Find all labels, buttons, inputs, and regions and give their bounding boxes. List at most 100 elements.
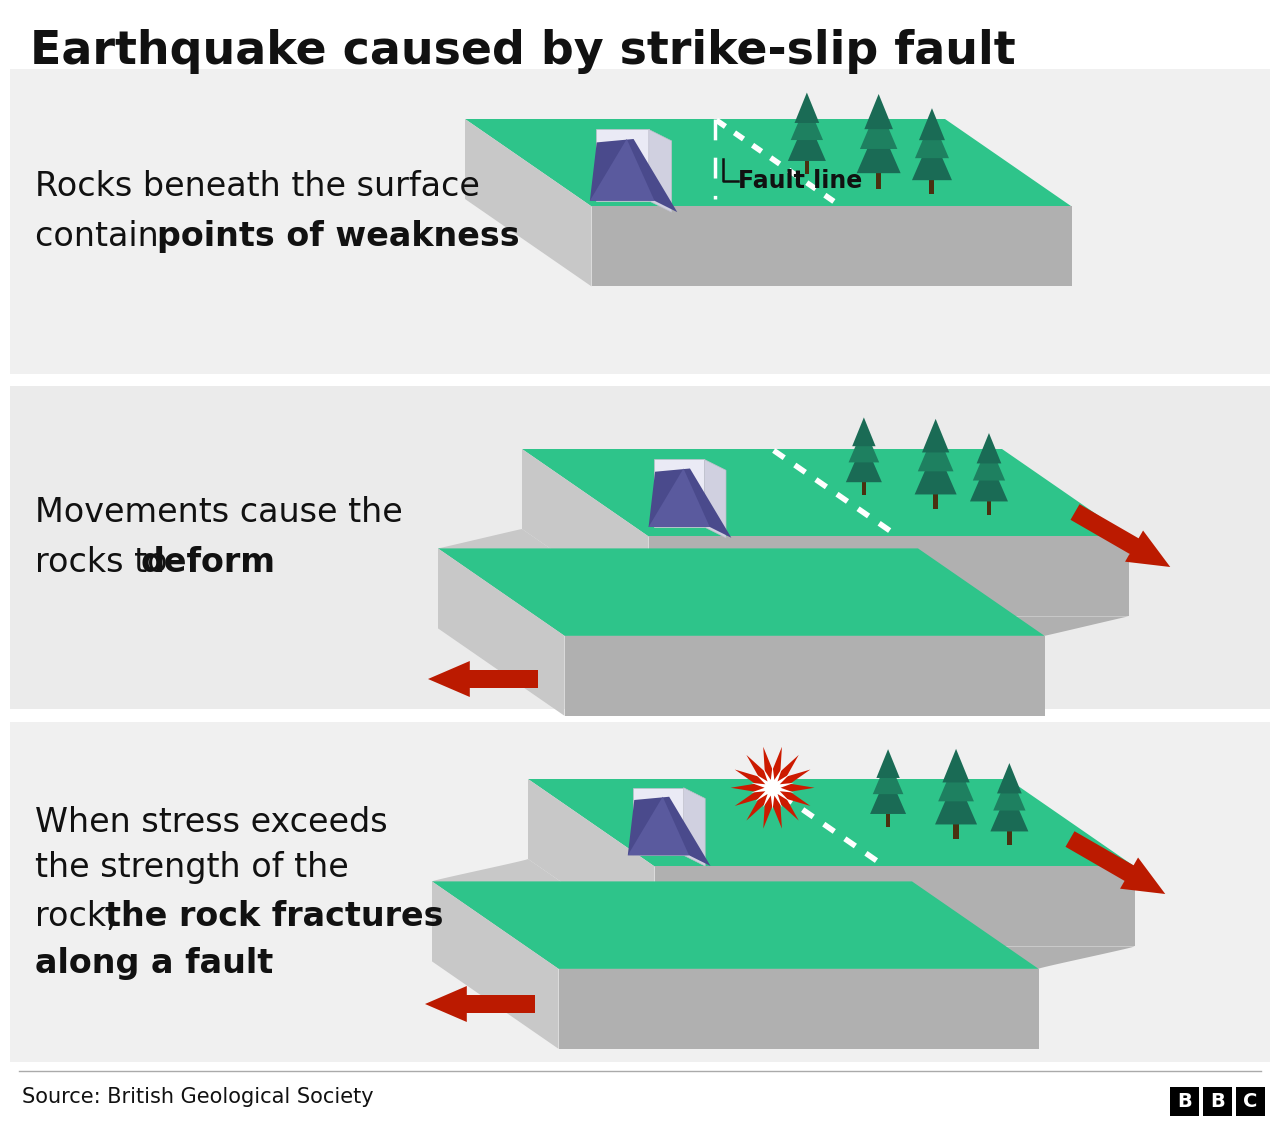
Polygon shape — [558, 968, 1038, 1049]
Polygon shape — [522, 449, 1129, 536]
Polygon shape — [877, 750, 900, 778]
Polygon shape — [465, 119, 591, 287]
Polygon shape — [993, 772, 1025, 811]
Polygon shape — [704, 459, 726, 538]
Bar — [640, 818, 652, 846]
Text: When stress exceeds: When stress exceeds — [35, 805, 388, 838]
Polygon shape — [942, 748, 970, 782]
Bar — [805, 161, 809, 175]
Polygon shape — [590, 139, 677, 212]
Polygon shape — [856, 122, 901, 174]
Polygon shape — [590, 139, 654, 201]
Polygon shape — [465, 119, 1071, 206]
Bar — [1203, 1088, 1231, 1116]
Text: Rocks beneath the surface: Rocks beneath the surface — [35, 170, 480, 203]
Polygon shape — [911, 134, 952, 180]
Bar — [876, 174, 882, 188]
Polygon shape — [428, 661, 538, 697]
Polygon shape — [922, 418, 950, 452]
Polygon shape — [433, 858, 654, 968]
Bar — [686, 489, 698, 518]
Bar — [630, 161, 641, 192]
Bar — [1170, 1088, 1199, 1116]
Text: the strength of the: the strength of the — [35, 850, 348, 883]
Text: contain: contain — [35, 220, 169, 253]
Bar — [634, 788, 684, 855]
Polygon shape — [649, 468, 710, 527]
Bar — [653, 818, 664, 846]
Bar — [617, 161, 628, 192]
Bar — [10, 386, 1270, 709]
Polygon shape — [438, 528, 649, 636]
Bar — [933, 494, 938, 509]
Polygon shape — [425, 985, 535, 1022]
Polygon shape — [433, 881, 558, 1049]
Bar — [886, 814, 891, 827]
Polygon shape — [529, 779, 1134, 866]
Text: B: B — [1210, 1092, 1225, 1111]
Text: B: B — [1178, 1092, 1192, 1111]
Polygon shape — [936, 776, 977, 824]
Bar — [666, 818, 676, 846]
Polygon shape — [991, 788, 1028, 831]
Polygon shape — [751, 765, 794, 810]
Polygon shape — [564, 636, 1044, 716]
Polygon shape — [654, 866, 1134, 947]
Text: Source: British Geological Society: Source: British Geological Society — [22, 1088, 374, 1107]
Polygon shape — [938, 760, 974, 802]
Polygon shape — [731, 747, 814, 829]
Polygon shape — [795, 93, 819, 122]
Text: deform: deform — [141, 545, 276, 579]
Polygon shape — [649, 129, 672, 212]
Polygon shape — [564, 560, 1129, 636]
Bar — [987, 501, 991, 515]
Polygon shape — [860, 105, 897, 149]
Polygon shape — [627, 797, 689, 855]
Polygon shape — [529, 779, 654, 947]
Polygon shape — [852, 417, 876, 446]
Text: rocks to: rocks to — [35, 545, 178, 579]
Polygon shape — [846, 441, 882, 482]
Polygon shape — [438, 549, 564, 716]
Polygon shape — [919, 108, 945, 141]
Polygon shape — [558, 891, 1134, 968]
Bar — [595, 129, 649, 201]
Polygon shape — [788, 117, 826, 161]
Polygon shape — [915, 446, 956, 494]
Polygon shape — [522, 449, 649, 617]
Bar — [10, 69, 1270, 374]
Bar — [654, 459, 704, 527]
Polygon shape — [977, 433, 1001, 464]
Polygon shape — [915, 118, 948, 158]
Bar — [662, 489, 672, 518]
Bar — [929, 180, 934, 194]
Text: C: C — [1243, 1092, 1258, 1111]
Text: rock,: rock, — [35, 900, 128, 933]
Text: along a fault: along a fault — [35, 948, 273, 981]
Text: Fault line: Fault line — [737, 169, 861, 193]
Polygon shape — [684, 788, 705, 866]
Polygon shape — [591, 206, 1071, 287]
Polygon shape — [438, 549, 1044, 636]
Text: the rock fractures: the rock fractures — [105, 900, 443, 933]
Polygon shape — [997, 763, 1021, 794]
Polygon shape — [627, 797, 710, 866]
Polygon shape — [918, 430, 954, 472]
Bar — [954, 824, 959, 839]
Polygon shape — [791, 102, 823, 141]
Polygon shape — [1070, 505, 1170, 567]
Polygon shape — [873, 759, 904, 794]
Polygon shape — [864, 94, 893, 129]
Polygon shape — [870, 772, 906, 814]
Bar — [673, 489, 685, 518]
Polygon shape — [1065, 831, 1165, 894]
Bar — [1236, 1088, 1265, 1116]
Bar — [10, 722, 1270, 1063]
Bar — [1007, 831, 1011, 845]
Bar — [861, 482, 867, 494]
Text: points of weakness: points of weakness — [157, 220, 520, 253]
Polygon shape — [849, 426, 879, 463]
Text: Earthquake caused by strike-slip fault: Earthquake caused by strike-slip fault — [29, 29, 1015, 74]
Polygon shape — [649, 468, 731, 538]
Polygon shape — [649, 536, 1129, 617]
